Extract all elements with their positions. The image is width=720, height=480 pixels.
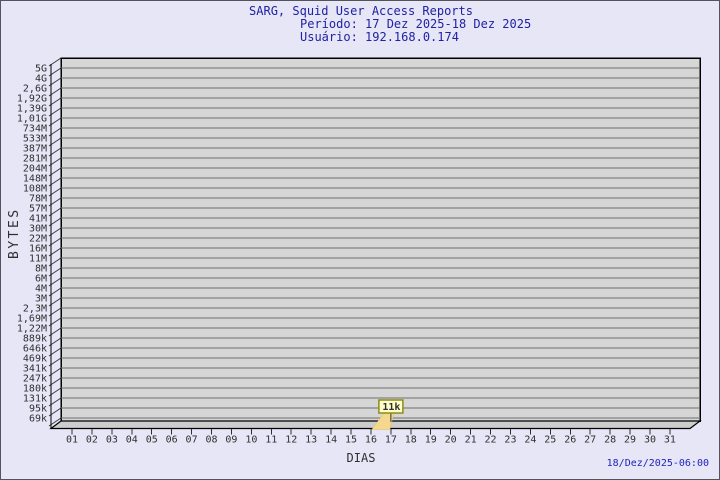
plot-area (60, 57, 701, 422)
y-tick-label: 734M (23, 124, 47, 135)
x-tick-label: 01 (66, 435, 78, 446)
flag-label: 11k (382, 402, 400, 413)
y-tick-label: 131k (23, 394, 47, 405)
y-tick-label: 16M (29, 244, 47, 255)
y-tick-label: 108M (23, 184, 47, 195)
y-tick-label: 646k (23, 344, 47, 355)
y-tick-label: 341k (23, 364, 47, 375)
chart-period: Período: 17 Dez 2025-18 Dez 2025 (300, 17, 532, 31)
x-tick-label: 23 (504, 435, 516, 446)
x-tick-label: 02 (86, 435, 98, 446)
y-tick-label: 1,69M (17, 314, 47, 325)
x-axis-title: DIAS (347, 451, 376, 465)
y-tick-label: 387M (23, 144, 47, 155)
y-tick-label: 2,6G (23, 84, 47, 95)
data-point-flag: 11k (371, 399, 404, 430)
x-tick-label: 03 (106, 435, 118, 446)
x-tick-label: 28 (604, 435, 616, 446)
x-tick-label: 11 (265, 435, 277, 446)
y-tick-label: 95k (29, 404, 47, 415)
y-tick-label: 533M (23, 134, 47, 145)
x-tick-label: 26 (564, 435, 576, 446)
y-tick-label: 2,3M (23, 304, 47, 315)
y-tick-label: 247k (23, 374, 47, 385)
generation-timestamp: 18/Dez/2025-06:00 (606, 458, 709, 469)
x-tick-label: 15 (345, 435, 357, 446)
y-tick-label: 57M (29, 204, 47, 215)
x-tick-label: 13 (305, 435, 317, 446)
x-tick-label: 05 (146, 435, 158, 446)
y-tick-label: 30M (29, 224, 47, 235)
gridlines (61, 67, 700, 419)
x-tick-label: 07 (186, 435, 198, 446)
y-tick-label: 180k (23, 384, 47, 395)
x-tick-label: 31 (664, 435, 676, 446)
y-tick-label: 469k (23, 354, 47, 365)
y-tick-label: 889k (23, 334, 47, 345)
x-tick-label: 24 (524, 435, 536, 446)
y-tick-label: 204M (23, 164, 47, 175)
y-tick-label: 1,01G (17, 114, 47, 125)
y-tick-label: 1,92G (17, 94, 47, 105)
y-tick-label: 69k (29, 414, 47, 425)
x-tick-label: 29 (624, 435, 636, 446)
x-tick-label: 19 (425, 435, 437, 446)
x-tick-label: 27 (584, 435, 596, 446)
chart-user: Usuário: 192.168.0.174 (300, 30, 459, 44)
y-tick-label: 281M (23, 154, 47, 165)
x-tick-label: 10 (245, 435, 257, 446)
x-tick-label: 25 (544, 435, 556, 446)
x-tick-label: 06 (166, 435, 178, 446)
x-tick-label: 22 (485, 435, 497, 446)
x-axis-ticks (71, 429, 671, 435)
y-tick-label: 11M (29, 254, 47, 265)
y-tick-label: 3M (35, 294, 47, 305)
y-tick-label: 22M (29, 234, 47, 245)
y-tick-label: 78M (29, 194, 47, 205)
x-tick-label: 21 (465, 435, 477, 446)
y-tick-label: 4G (35, 74, 47, 85)
y-tick-label: 4M (35, 284, 47, 295)
x-tick-label: 04 (126, 435, 138, 446)
y-tick-label: 5G (35, 64, 47, 75)
y-tick-label: 1,22M (17, 324, 47, 335)
x-tick-label: 30 (644, 435, 656, 446)
x-tick-label: 18 (405, 435, 417, 446)
x-tick-label: 08 (205, 435, 217, 446)
y-axis-title: BYTES (7, 207, 22, 259)
y-tick-label: 8M (35, 264, 47, 275)
x-tick-label: 14 (325, 435, 337, 446)
x-axis-labels: 01 02 03 04 05 06 07 08 09 10 11 12 13 14 15 16 17 18 19 20… (66, 435, 676, 446)
y-axis-labels: 5G4G2,6G1,92G1,39G1,01G734M533M387M281M2… (17, 64, 47, 425)
x-tick-label: 12 (285, 435, 297, 446)
x-tick-label: 16 (365, 435, 377, 446)
x-tick-label: 09 (225, 435, 237, 446)
y-tick-label: 41M (29, 214, 47, 225)
y-tick-label: 1,39G (17, 104, 47, 115)
x-tick-label: 20 (445, 435, 457, 446)
y-tick-label: 6M (35, 274, 47, 285)
y-tick-label: 148M (23, 174, 47, 185)
x-tick-label: 17 (385, 435, 397, 446)
chart-title: SARG, Squid User Access Reports (249, 4, 473, 18)
flag-box (378, 399, 404, 414)
